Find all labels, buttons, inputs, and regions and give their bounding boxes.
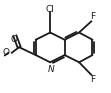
Text: O: O [10, 35, 17, 44]
Text: O: O [3, 48, 10, 57]
Text: Cl: Cl [46, 5, 55, 14]
Text: N: N [48, 65, 55, 74]
Text: F: F [90, 12, 95, 21]
Text: F: F [90, 75, 95, 84]
